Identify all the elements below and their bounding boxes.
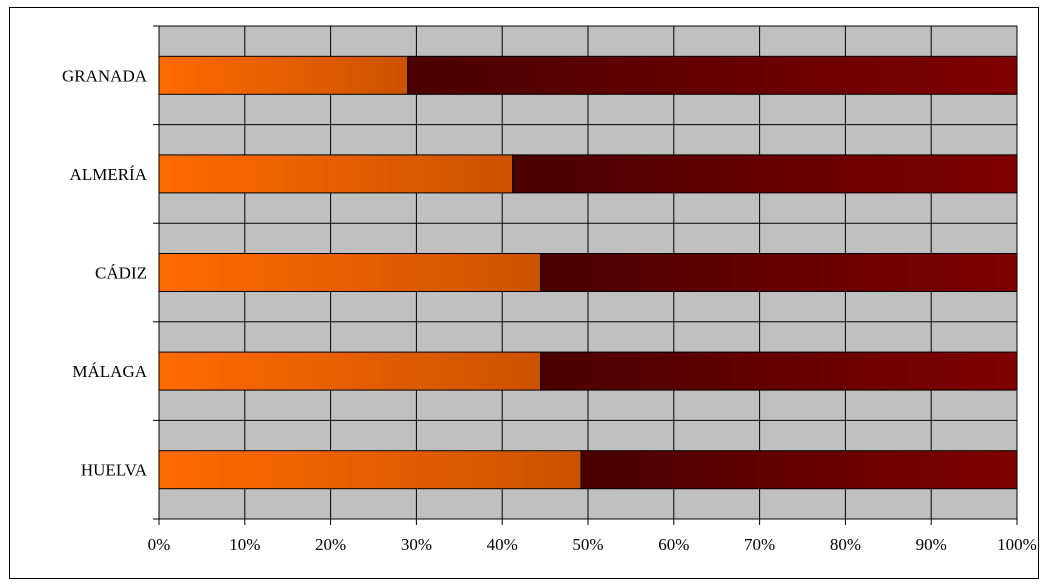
x-tick-label: 50%: [572, 535, 603, 554]
category-labels: GRANADA ALMERÍA CÁDIZ MÁLAGA HUELVA: [62, 66, 148, 479]
bar-málaga-series-2: [540, 351, 1018, 391]
x-tick-label: 10%: [229, 535, 260, 554]
bar-málaga-series-1: [158, 351, 542, 391]
bar-cádiz-series-2: [540, 253, 1018, 292]
bar-huelva-series-1: [158, 450, 582, 490]
bar-granada-series-1: [158, 55, 409, 95]
category-label: CÁDIZ: [95, 264, 147, 283]
x-tick-label: 40%: [487, 535, 518, 554]
category-label: GRANADA: [62, 66, 148, 85]
x-tick-label: 30%: [401, 535, 432, 554]
bar-cádiz-series-1: [158, 253, 542, 292]
bar-granada-series-2: [407, 55, 1018, 95]
stacked-bar-chart: GRANADA ALMERÍA CÁDIZ MÁLAGA HUELVA 0% 10% 20%…: [62, 25, 1037, 554]
x-tick-label: 80%: [830, 535, 861, 554]
category-label: MÁLAGA: [72, 362, 147, 381]
x-tick-label: 100%: [997, 535, 1037, 554]
bars: [158, 55, 1018, 490]
bar-almería-series-1: [158, 154, 513, 194]
x-tick-label: 70%: [744, 535, 775, 554]
bar-almería-series-2: [511, 154, 1018, 194]
bar-huelva-series-2: [580, 450, 1018, 490]
x-tick-label: 90%: [916, 535, 947, 554]
x-tick-label: 20%: [315, 535, 346, 554]
category-label: HUELVA: [81, 461, 148, 480]
axes: [153, 25, 1018, 525]
x-tick-label: 60%: [658, 535, 689, 554]
chart-frame: GRANADA ALMERÍA CÁDIZ MÁLAGA HUELVA 0% 10% 20%…: [9, 7, 1039, 579]
x-tick-label: 0%: [148, 535, 171, 554]
category-label: ALMERÍA: [70, 165, 148, 184]
x-tick-labels: 0% 10% 20% 30% 40% 50% 60% 70% 80% 90% 100%: [148, 535, 1037, 554]
